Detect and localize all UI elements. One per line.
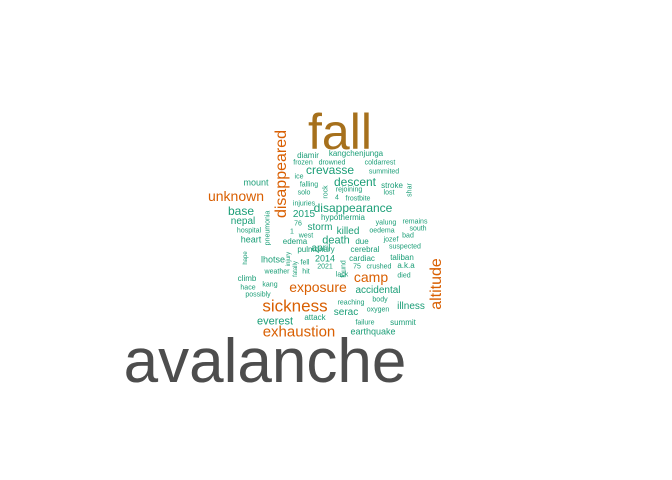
word-2021: 2021 [317, 263, 333, 271]
word-oedema: oedema [369, 227, 395, 235]
word-taliban: taliban [390, 253, 414, 262]
word-coldarrest: coldarrest [364, 159, 396, 167]
word-bad: bad [402, 232, 414, 240]
word-storm: storm [307, 222, 333, 233]
word-hape: hape [243, 251, 249, 265]
word-unknown: unknown [207, 188, 265, 204]
word-injury: injury [286, 251, 292, 267]
word-75: 75 [353, 263, 361, 271]
word-stroke: stroke [381, 181, 403, 190]
word-kangchenjunga: kangchenjunga [328, 149, 384, 158]
word-died: died [397, 272, 411, 280]
word-rock: rock [322, 185, 330, 199]
word-weather: weather [264, 268, 290, 276]
word-injuries: injuries [292, 200, 316, 208]
word-exhaustion: exhaustion [262, 323, 336, 341]
word-killed: killed [336, 226, 360, 237]
word-frozen: frozen [293, 159, 313, 167]
word-falling: falling [299, 181, 319, 189]
word-exposure: exposure [289, 279, 347, 295]
word-summit: summit [390, 318, 416, 327]
word-hospital: hospital [236, 227, 262, 235]
word-lhotse: lhotse [260, 254, 286, 265]
word-2015: 2015 [292, 209, 316, 220]
word-lack: lack [335, 271, 349, 279]
word-2014: 2014 [314, 253, 336, 264]
word-accidental: accidental [355, 285, 401, 296]
word-possibly: possibly [245, 291, 271, 299]
word-hypothermia: hypothermia [320, 213, 366, 222]
word-76: 76 [294, 220, 302, 228]
word-failure: failure [355, 319, 375, 327]
word-summited: summited [368, 168, 400, 176]
word-death: death [322, 234, 350, 247]
word-yalung: yalung [375, 219, 397, 227]
word-base: base [227, 204, 255, 218]
word-descent: descent [333, 175, 377, 189]
word-cardiac: cardiac [349, 254, 375, 263]
word-camp: camp [353, 269, 389, 285]
word-diamir: diamir [297, 151, 319, 160]
word-nepal: nepal [230, 216, 256, 227]
word-avalanche: avalanche [123, 327, 407, 396]
word-suspected: suspected [389, 243, 421, 251]
word-rejoining: rejoining [335, 186, 363, 194]
word-disappearance: disappearance [313, 201, 393, 215]
word-crushed: crushed [366, 263, 392, 271]
word-fell: fell [300, 259, 310, 267]
word-serac: serac [333, 307, 359, 318]
word-altitude: altitude [428, 258, 445, 310]
word-shar: shar [406, 183, 414, 197]
word-a.k.a: a.k.a [397, 261, 415, 270]
word-april: april [311, 243, 331, 254]
word-drowned: drowned [318, 159, 346, 167]
word-fall: fall [308, 104, 372, 160]
word-reaching: reaching [337, 299, 365, 307]
word-1: 1 [290, 228, 294, 236]
word-sickness: sickness [262, 296, 328, 316]
word-cerebral: cerebral [350, 245, 380, 254]
word-due: due [355, 237, 369, 246]
word-pneumonia: pneumonia [264, 210, 272, 246]
word-heart: heart [240, 234, 262, 245]
word-frostbite: frostbite [345, 195, 371, 203]
word-everest: everest [256, 315, 294, 328]
word-found: found [340, 260, 348, 278]
word-hace: hace [240, 284, 256, 292]
word-body: body [372, 296, 388, 304]
word-kang: kang [262, 281, 278, 289]
word-4: 4 [335, 194, 339, 202]
word-edema: edema [282, 237, 308, 246]
word-remains: remains [402, 218, 428, 226]
word-mount: mount [243, 177, 269, 188]
word-west: west [298, 232, 314, 240]
word-hit: hit [302, 268, 310, 276]
word-earthquake: earthquake [350, 326, 396, 337]
word-oxygen: oxygen [366, 306, 390, 314]
word-lost: lost [383, 189, 395, 197]
word-fatally: fatally [293, 261, 299, 277]
word-pulmonary: pulmonary [297, 245, 335, 254]
word-south: south [409, 225, 427, 233]
word-climb: climb [237, 274, 257, 283]
word-disappeared: disappeared [273, 129, 290, 219]
word-jozef: jozef [383, 236, 399, 244]
word-attack: attack [304, 313, 326, 322]
word-ice: ice [294, 173, 304, 181]
word-crevasse: crevasse [305, 163, 355, 177]
word-illness: illness [397, 301, 425, 312]
word-solo: solo [297, 189, 311, 197]
